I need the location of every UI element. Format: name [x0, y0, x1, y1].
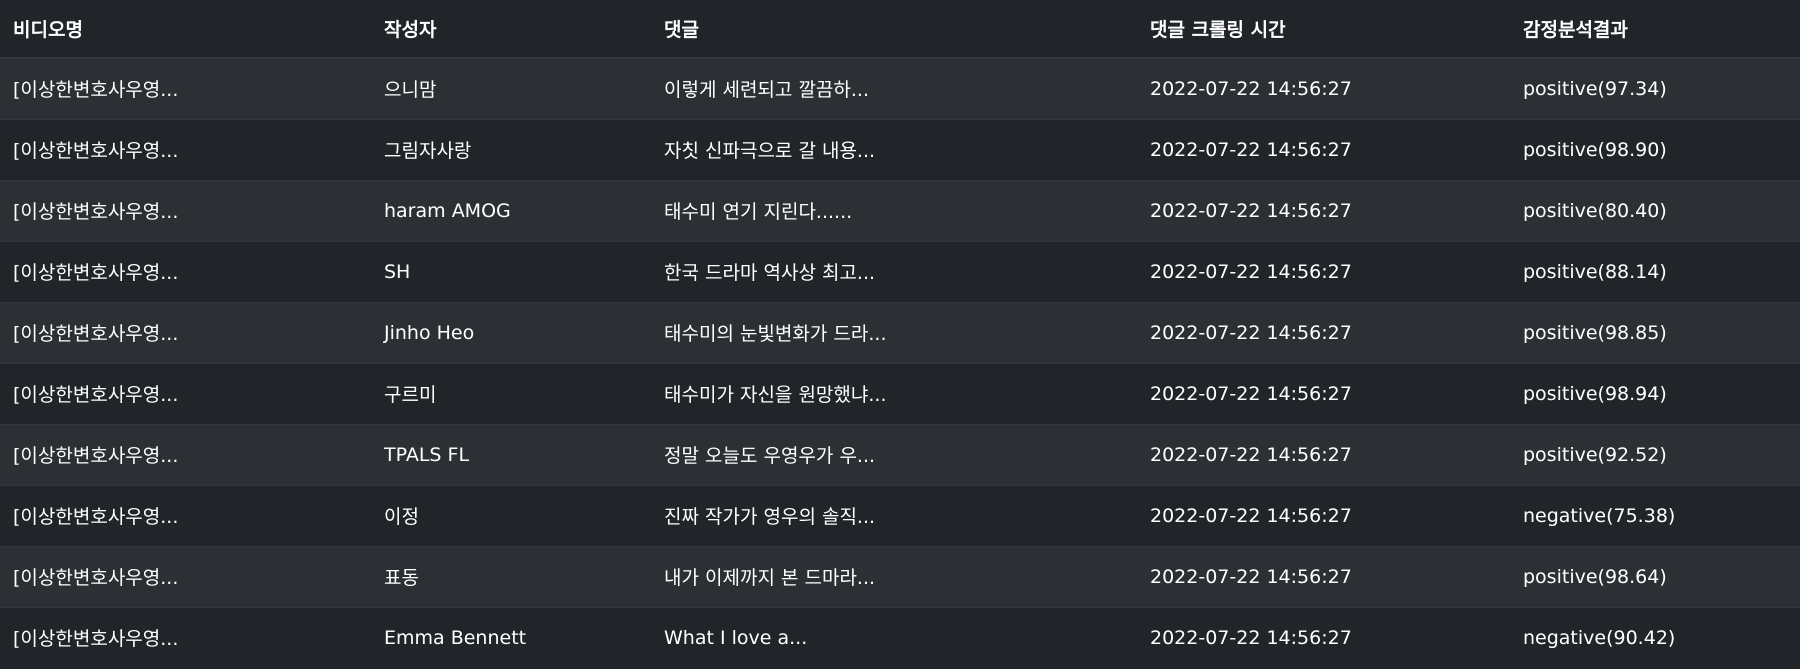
cell-author: TPALS FL [384, 443, 470, 466]
table-row: [이상한변호사우영... SH 한국 드라마 역사상 최고... 2022-07… [0, 241, 1800, 302]
cell-author: 그림자사랑 [384, 140, 472, 162]
table-row: [이상한변호사우영... Emma Bennett What I love a.… [0, 607, 1800, 668]
cell-comment: 태수미가 자신을 원망했냐... [664, 384, 887, 406]
cell-comment: 한국 드라마 역사상 최고... [664, 262, 876, 284]
cell-crawled-at: 2022-07-22 14:56:27 [1150, 382, 1352, 405]
cell-video: [이상한변호사우영... [13, 323, 179, 345]
cell-author: Emma Bennett [384, 626, 527, 649]
table-header: 비디오명 작성자 댓글 댓글 크롤링 시간 감정분석결과 [0, 0, 1800, 58]
cell-author: 표동 [384, 567, 419, 589]
cell-author: Jinho Heo [384, 321, 475, 344]
cell-comment: 자칫 신파극으로 갈 내용... [664, 140, 876, 162]
cell-comment: 태수미 연기 지린다...... [664, 201, 853, 223]
table-row: [이상한변호사우영... 그림자사랑 자칫 신파극으로 갈 내용... 2022… [0, 119, 1800, 180]
cell-comment: 이렇게 세련되고 깔끔하... [664, 79, 869, 102]
header-video: 비디오명 [13, 19, 83, 41]
cell-crawled-at: 2022-07-22 14:56:27 [1150, 260, 1352, 283]
header-row: 비디오명 작성자 댓글 댓글 크롤링 시간 감정분석결과 [0, 0, 1800, 58]
cell-sentiment: negative(75.38) [1523, 504, 1676, 527]
table-row: [이상한변호사우영... 으니맘 이렇게 세련되고 깔끔하... 2022-07… [0, 58, 1800, 119]
table-row: [이상한변호사우영... Jinho Heo 태수미의 눈빛변화가 드라... … [0, 302, 1800, 363]
table-row: [이상한변호사우영... 구르미 태수미가 자신을 원망했냐... 2022-0… [0, 363, 1800, 424]
header-author: 작성자 [384, 19, 437, 41]
cell-crawled-at: 2022-07-22 14:56:27 [1150, 138, 1352, 161]
cell-sentiment: positive(97.34) [1523, 77, 1667, 100]
cell-video: [이상한변호사우영... [13, 445, 179, 467]
cell-comment: 정말 오늘도 우영우가 우... [664, 445, 876, 467]
cell-sentiment: negative(90.42) [1523, 626, 1676, 649]
table-row: [이상한변호사우영... 이정 진짜 작가가 영우의 솔직... 2022-07… [0, 485, 1800, 546]
cell-sentiment: positive(98.90) [1523, 138, 1667, 161]
cell-sentiment: positive(80.40) [1523, 199, 1667, 222]
cell-author: 으니맘 [384, 79, 437, 102]
table-row: [이상한변호사우영... 표동 내가 이제까지 본 드마라... 2022-07… [0, 546, 1800, 607]
cell-comment: 태수미의 눈빛변화가 드라... [664, 323, 887, 345]
cell-sentiment: positive(98.94) [1523, 382, 1667, 405]
header-sentiment: 감정분석결과 [1523, 19, 1628, 41]
cell-comment: 내가 이제까지 본 드마라... [664, 567, 876, 589]
cell-author: 구르미 [384, 384, 437, 406]
cell-video: [이상한변호사우영... [13, 384, 179, 406]
cell-video: [이상한변호사우영... [13, 628, 179, 651]
header-comment: 댓글 [664, 19, 699, 41]
cell-comment: 진짜 작가가 영우의 솔직... [664, 506, 876, 528]
cell-crawled-at: 2022-07-22 14:56:27 [1150, 504, 1352, 527]
cell-author: 이정 [384, 506, 419, 528]
cell-sentiment: positive(98.85) [1523, 321, 1667, 344]
cell-author: SH [384, 260, 411, 283]
table-row: [이상한변호사우영... haram AMOG 태수미 연기 지린다......… [0, 180, 1800, 241]
cell-comment: What I love a... [664, 626, 808, 649]
cell-sentiment: positive(88.14) [1523, 260, 1667, 283]
cell-crawled-at: 2022-07-22 14:56:27 [1150, 565, 1352, 588]
cell-author: haram AMOG [384, 199, 511, 222]
cell-sentiment: positive(92.52) [1523, 443, 1667, 466]
cell-crawled-at: 2022-07-22 14:56:27 [1150, 626, 1352, 649]
cell-crawled-at: 2022-07-22 14:56:27 [1150, 321, 1352, 344]
cell-video: [이상한변호사우영... [13, 79, 179, 102]
cell-video: [이상한변호사우영... [13, 506, 179, 528]
cell-video: [이상한변호사우영... [13, 201, 179, 223]
table-body: [이상한변호사우영... 으니맘 이렇게 세련되고 깔끔하... 2022-07… [0, 58, 1800, 668]
cell-video: [이상한변호사우영... [13, 140, 179, 162]
table-row: [이상한변호사우영... TPALS FL 정말 오늘도 우영우가 우... 2… [0, 424, 1800, 485]
cell-crawled-at: 2022-07-22 14:56:27 [1150, 77, 1352, 100]
header-crawled-at: 댓글 크롤링 시간 [1150, 19, 1286, 41]
cell-crawled-at: 2022-07-22 14:56:27 [1150, 443, 1352, 466]
cell-crawled-at: 2022-07-22 14:56:27 [1150, 199, 1352, 222]
cell-video: [이상한변호사우영... [13, 262, 179, 284]
cell-video: [이상한변호사우영... [13, 567, 179, 589]
cell-sentiment: positive(98.64) [1523, 565, 1667, 588]
